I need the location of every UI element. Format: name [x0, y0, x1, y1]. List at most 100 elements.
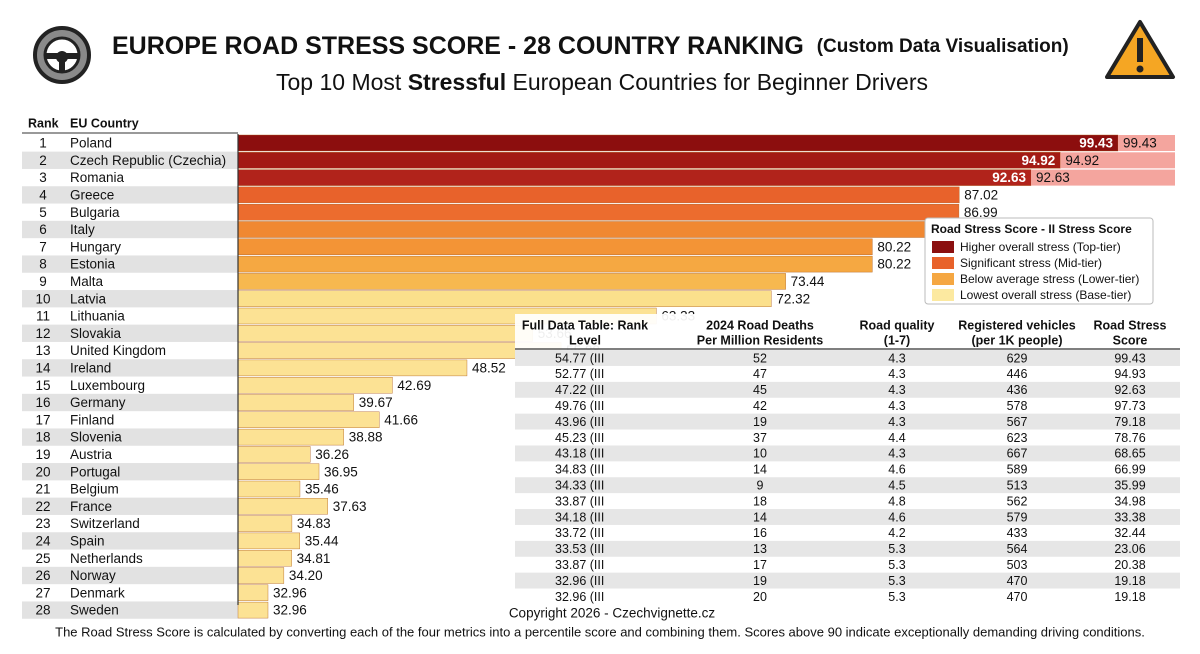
row-stripe [22, 532, 238, 550]
rank-label: 7 [39, 239, 47, 254]
table-cell: 54.77 (III [555, 351, 604, 365]
table-cell: 4.3 [888, 351, 905, 365]
legend-label: Significant stress (Mid-tier) [960, 256, 1102, 270]
rank-label: 27 [35, 585, 50, 600]
rank-label: 23 [35, 516, 50, 531]
rank-label: 21 [35, 482, 50, 497]
rank-label: 5 [39, 205, 47, 220]
bar [237, 411, 380, 428]
rank-label: 28 [35, 603, 50, 618]
bars: 99.43 99.43 94.92 94.92 92.63 92.63 87.02 86.99… [237, 134, 1175, 619]
bar [237, 463, 320, 480]
bar [237, 238, 873, 256]
table-cell: 5.3 [888, 558, 905, 572]
table-cell: 34.98 [1114, 494, 1145, 508]
table-cell: 589 [1007, 463, 1028, 477]
table-cell: 4.4 [888, 431, 905, 445]
subtitle-emphasis: Stressful [408, 69, 506, 95]
row-stripe [22, 324, 238, 342]
rank-label: 16 [35, 395, 50, 410]
legend-label: Lowest overall stress (Base-tier) [960, 288, 1131, 302]
table-stripe [515, 413, 1180, 430]
value-label: 32.96 [273, 603, 307, 618]
value-label: 37.63 [333, 499, 367, 514]
table-cell: 34.18 (III [555, 510, 604, 524]
bar [237, 359, 468, 377]
table-cell: 35.99 [1114, 478, 1145, 492]
table-cell: 43.96 (III [555, 415, 604, 429]
table-stripe [515, 445, 1180, 462]
table-cell: 19.18 [1114, 574, 1145, 588]
bar [237, 428, 344, 446]
table-cell: 5.3 [888, 590, 905, 604]
table-cell: 94.93 [1114, 367, 1145, 381]
table-cell: 564 [1007, 542, 1028, 556]
bar [237, 498, 328, 515]
bar-tail [1031, 169, 1175, 186]
table-cell: 18 [753, 494, 767, 508]
country-label: Czech Republic (Czechia) [70, 153, 226, 168]
bar [237, 601, 269, 619]
legend-swatch [932, 241, 954, 253]
chart-subtitle: Top 10 Most Stressful European Countries… [276, 69, 928, 95]
country-label: Switzerland [70, 516, 140, 531]
table-cell: 567 [1007, 415, 1028, 429]
table-cell: 33.53 (III [555, 542, 604, 556]
rows: 1 Poland 2 Czech Republic (Czechia) 3 Romania… [22, 136, 238, 619]
table-cell: 433 [1007, 526, 1028, 540]
table-cell: 623 [1007, 431, 1028, 445]
table-cell: 19 [753, 574, 767, 588]
legend-swatch [932, 273, 954, 285]
table-cell: 4.3 [888, 399, 905, 413]
table-cell: 10 [753, 447, 767, 461]
footnote: The Road Stress Score is calculated by c… [55, 624, 1145, 639]
table-cell: 33.87 (III [555, 494, 604, 508]
value-label-inside: 94.92 [1022, 153, 1056, 168]
bar [237, 584, 269, 601]
country-label: Sweden [70, 603, 119, 618]
table-header: Registered vehicles [958, 318, 1075, 332]
row-stripe [22, 428, 238, 446]
bar [237, 152, 1061, 169]
table-cell: 34.83 (III [555, 463, 604, 477]
country-label: Latvia [70, 291, 107, 306]
value-label: 42.69 [397, 378, 431, 393]
table-header: Score [1113, 333, 1148, 347]
country-label: Italy [70, 222, 95, 237]
table-cell: 667 [1007, 447, 1028, 461]
table-cell: 4.3 [888, 367, 905, 381]
country-label: Norway [70, 568, 116, 583]
rank-label: 14 [35, 360, 51, 375]
table-cell: 49.76 (III [555, 399, 604, 413]
table-cell: 79.18 [1114, 415, 1145, 429]
table-cell: 33.38 [1114, 510, 1145, 524]
table-cell: 19 [753, 415, 767, 429]
table-cell: 470 [1007, 590, 1028, 604]
table-cell: 562 [1007, 494, 1028, 508]
legend-title: Road Stress Score - II Stress Score [931, 222, 1132, 236]
bar-tail [1060, 152, 1175, 169]
table-stripe [515, 381, 1180, 398]
table-cell: 5.3 [888, 542, 905, 556]
table-cell: 4.3 [888, 415, 905, 429]
steering-wheel-icon [33, 26, 91, 84]
table-stripe [515, 350, 1180, 366]
table-cell: 37 [753, 431, 767, 445]
value-label: 80.22 [877, 239, 911, 254]
table-cell: 470 [1007, 574, 1028, 588]
rank-label: 1 [39, 136, 47, 151]
value-label: 35.44 [305, 533, 339, 548]
title-note: (Custom Data Visualisation) [817, 36, 1069, 57]
table-cell: 33.87 (III [555, 558, 604, 572]
table-cell: 99.43 [1114, 351, 1145, 365]
country-label: Romania [70, 170, 125, 185]
table-cell: 4.2 [888, 526, 905, 540]
rank-label: 19 [35, 447, 50, 462]
table-cell: 578 [1007, 399, 1028, 413]
bar [237, 342, 562, 359]
table-cell: 4.5 [888, 478, 905, 492]
table-header: Level [569, 333, 601, 347]
country-label: Greece [70, 187, 114, 202]
table-header: Road Stress [1094, 318, 1167, 332]
country-label: France [70, 499, 112, 514]
